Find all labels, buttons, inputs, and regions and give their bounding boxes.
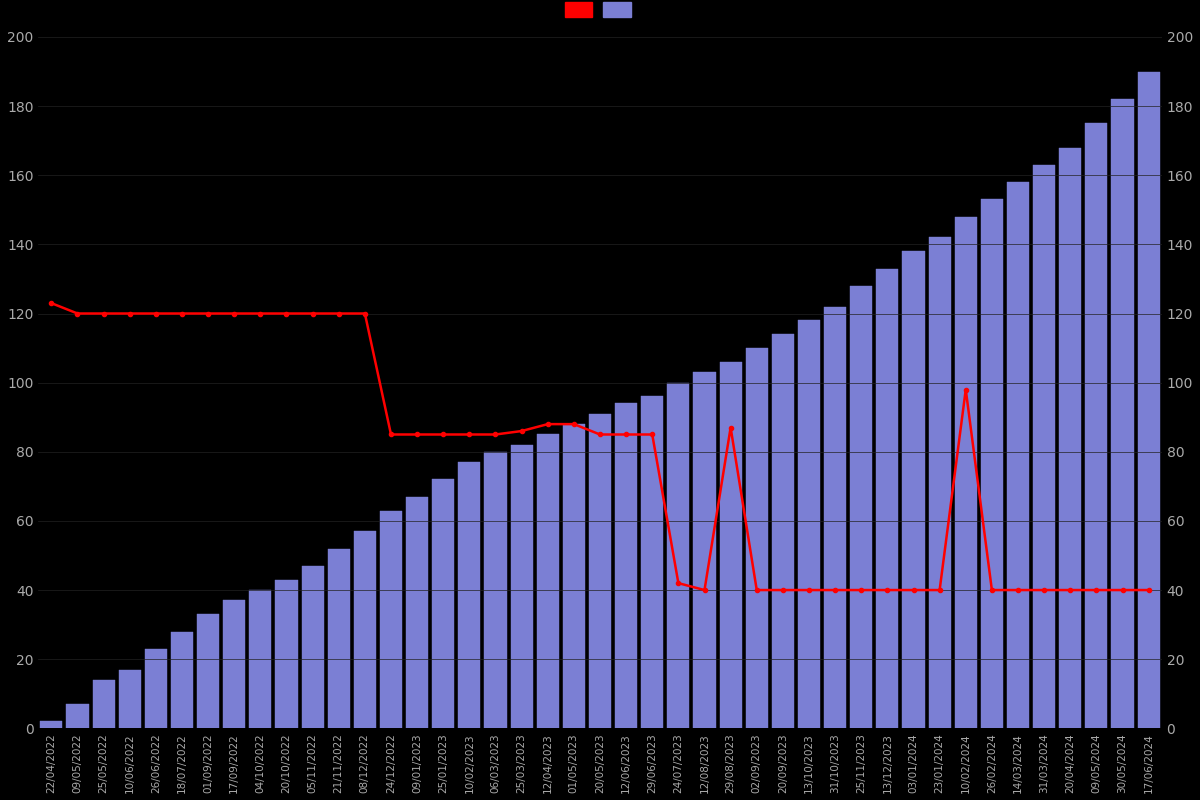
Bar [510,445,533,728]
Bar [380,510,402,728]
Bar [41,722,62,728]
Legend: , : , [564,2,636,18]
Bar [1033,165,1055,728]
Bar [275,580,298,728]
Bar [406,497,428,728]
Bar [328,549,350,728]
Bar [745,348,768,728]
Bar [1111,99,1134,728]
Bar [66,704,89,728]
Bar [170,631,193,728]
Bar [772,334,794,728]
Bar [250,590,271,728]
Bar [955,217,977,728]
Bar [980,199,1003,728]
Bar [92,680,115,728]
Bar [798,321,820,728]
Bar [485,452,506,728]
Bar [563,424,584,728]
Bar [824,306,846,728]
Bar [589,414,611,728]
Bar [119,670,140,728]
Bar [432,479,455,728]
Bar [876,269,899,728]
Bar [223,601,245,728]
Bar [354,531,376,728]
Bar [197,614,220,728]
Bar [667,382,690,728]
Bar [458,462,480,728]
Bar [1138,71,1159,728]
Bar [641,397,664,728]
Bar [1060,147,1081,728]
Bar [694,372,715,728]
Bar [536,434,559,728]
Bar [301,566,324,728]
Bar [902,251,925,728]
Bar [720,362,742,728]
Bar [850,286,872,728]
Bar [145,649,167,728]
Bar [929,238,950,728]
Bar [616,403,637,728]
Bar [1085,123,1108,728]
Bar [1007,182,1030,728]
